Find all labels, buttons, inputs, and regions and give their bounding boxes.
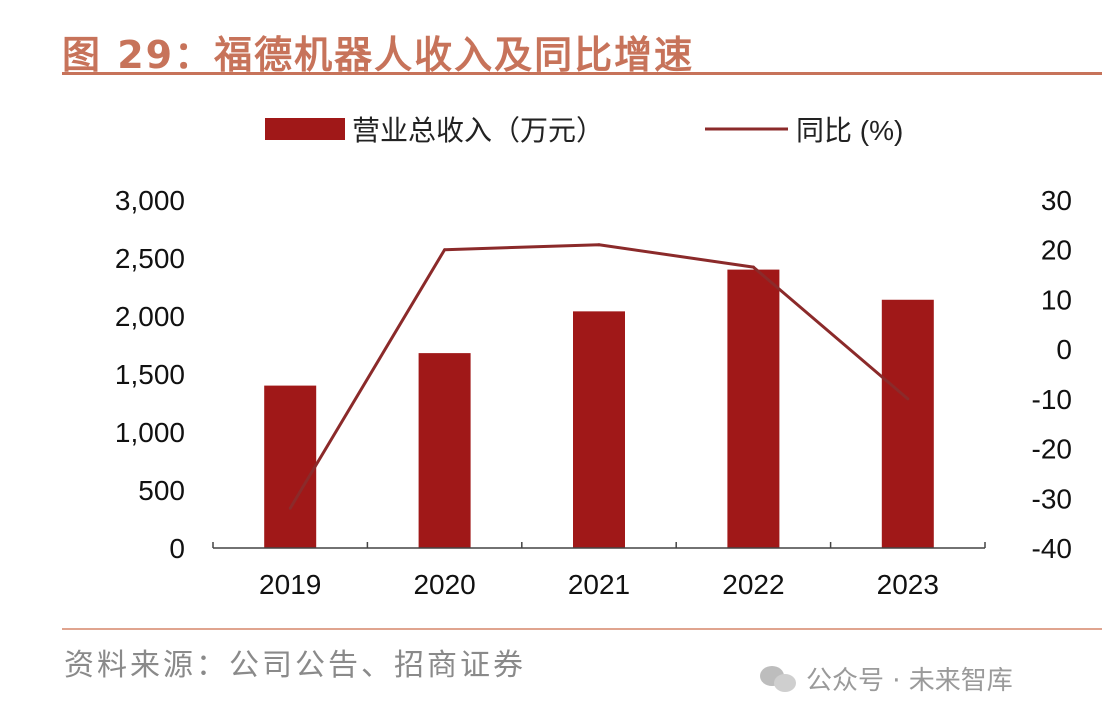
line-series bbox=[288, 243, 910, 510]
bar-2019 bbox=[264, 385, 317, 548]
y-left-tick: 3,000 bbox=[115, 185, 185, 216]
legend-bar-swatch bbox=[265, 118, 345, 140]
y-right-tick: -20 bbox=[1032, 434, 1072, 465]
right-tick-labels: -40 -30 -20 -10 0 10 20 30 bbox=[1032, 185, 1072, 564]
y-right-tick: -40 bbox=[1032, 533, 1072, 564]
bar-2023 bbox=[881, 299, 934, 548]
y-left-tick: 1,000 bbox=[115, 417, 185, 448]
y-right-tick: -30 bbox=[1032, 483, 1072, 514]
y-right-tick: 20 bbox=[1041, 235, 1072, 266]
bars bbox=[264, 269, 934, 548]
y-right-tick: 30 bbox=[1041, 185, 1072, 216]
axes bbox=[212, 542, 986, 549]
bar-2020 bbox=[418, 353, 471, 548]
bar-2022 bbox=[727, 269, 780, 548]
wechat-icon bbox=[760, 664, 798, 694]
legend-bar-label: 营业总收入（万元） bbox=[352, 115, 604, 146]
left-tick-labels: 0 500 1,000 1,500 2,000 2,500 3,000 bbox=[115, 185, 185, 564]
watermark: 公众号 · 未来智库 bbox=[760, 660, 1013, 697]
title-rule bbox=[62, 72, 1102, 75]
y-right-tick: 10 bbox=[1041, 284, 1072, 315]
y-left-tick: 2,500 bbox=[115, 243, 185, 274]
x-tick-2023: 2023 bbox=[877, 569, 939, 600]
yoy-point-2023 bbox=[906, 397, 910, 401]
yoy-point-2021 bbox=[597, 243, 601, 247]
figure-title: 图 29：福德机器人收入及同比增速 bbox=[62, 33, 695, 77]
x-tick-labels: 2019 2020 2021 2022 2023 bbox=[259, 569, 939, 600]
x-tick-2021: 2021 bbox=[568, 569, 630, 600]
x-tick-2022: 2022 bbox=[722, 569, 784, 600]
source-text: 资料来源：公司公告、招商证券 bbox=[64, 648, 526, 683]
yoy-point-2020 bbox=[443, 248, 447, 252]
y-left-tick: 1,500 bbox=[115, 359, 185, 390]
watermark-text: 公众号 · 未来智库 bbox=[806, 666, 1013, 696]
legend-line-label: 同比 (%) bbox=[796, 115, 903, 146]
y-left-tick: 500 bbox=[138, 475, 185, 506]
y-right-tick: -10 bbox=[1032, 384, 1072, 415]
y-right-tick: 0 bbox=[1056, 334, 1072, 365]
source-rule bbox=[62, 628, 1102, 630]
yoy-point-2019 bbox=[288, 506, 292, 510]
x-tick-2019: 2019 bbox=[259, 569, 321, 600]
yoy-point-2022 bbox=[751, 265, 755, 269]
legend: 营业总收入（万元） 同比 (%) bbox=[265, 115, 903, 146]
y-left-tick: 2,000 bbox=[115, 301, 185, 332]
y-left-tick: 0 bbox=[169, 533, 185, 564]
x-tick-2020: 2020 bbox=[413, 569, 475, 600]
bar-2021 bbox=[573, 311, 625, 548]
